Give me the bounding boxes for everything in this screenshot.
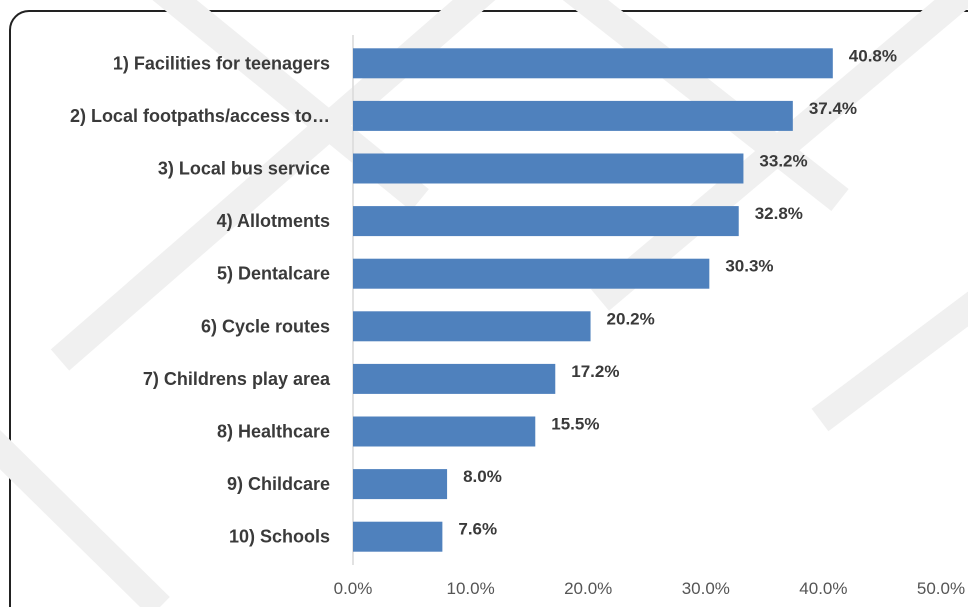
bar [353,416,536,447]
category-label: 8) Healthcare [217,422,330,442]
category-label: 9) Childcare [227,474,330,494]
value-label: 37.4% [809,99,857,118]
category-label: 3) Local bus service [158,159,330,179]
value-label: 40.8% [849,46,897,65]
value-label: 7.6% [458,520,497,539]
value-label: 20.2% [607,309,655,328]
value-label: 8.0% [463,467,502,486]
x-tick-label: 30.0% [682,579,730,598]
category-label: 2) Local footpaths/access to… [70,106,330,126]
bar [353,311,591,342]
category-label: 7) Childrens play area [143,369,331,389]
category-label: 4) Allotments [217,211,330,231]
x-tick-label: 40.0% [799,579,847,598]
bar [353,521,443,552]
x-tick-label: 10.0% [446,579,494,598]
category-label: 5) Dentalcare [217,264,330,284]
bar [353,206,739,237]
x-tick-label: 20.0% [564,579,612,598]
bar [353,100,793,131]
category-label: 1) Facilities for teenagers [113,53,330,73]
category-label: 6) Cycle routes [201,316,330,336]
value-label: 33.2% [759,152,807,171]
value-label: 32.8% [755,204,803,223]
value-label: 17.2% [571,362,619,381]
bar [353,258,710,289]
x-tick-label: 50.0% [917,579,965,598]
x-tick-label: 0.0% [334,579,373,598]
value-label: 15.5% [551,415,599,434]
bar [353,469,448,500]
bar [353,153,744,184]
bar [353,363,556,394]
bar [353,48,833,79]
value-label: 30.3% [725,257,773,276]
category-label: 10) Schools [229,527,330,547]
